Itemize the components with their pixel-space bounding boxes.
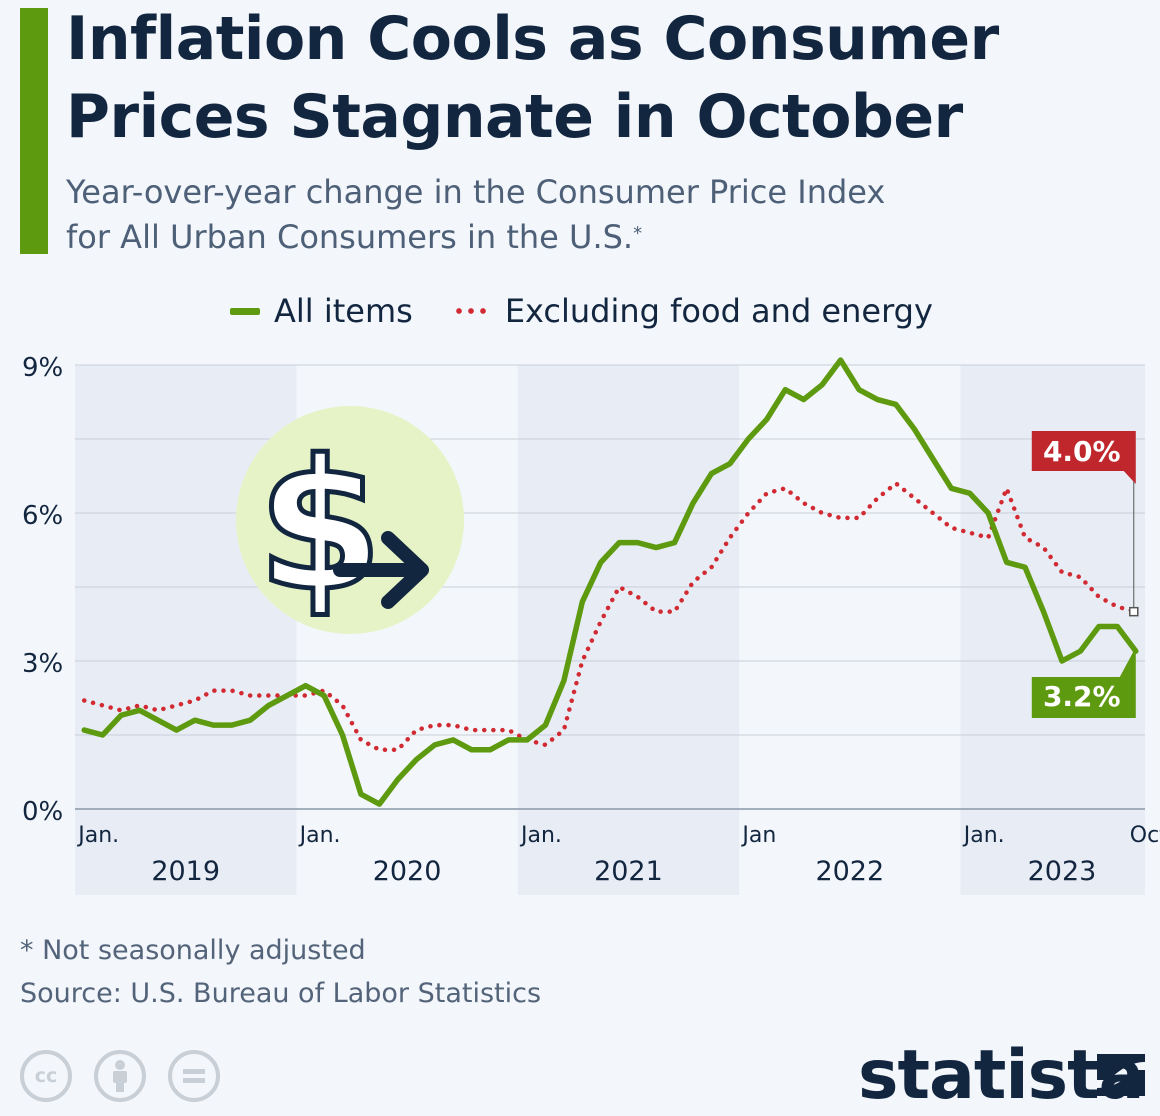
x-year-label: 2023 <box>1028 856 1097 887</box>
y-tick-label: 0% <box>22 797 63 827</box>
page-title: Inflation Cools as Consumer Prices Stagn… <box>66 0 999 156</box>
end-label-box-all-items <box>1031 647 1136 718</box>
y-tick-label: 3% <box>22 649 63 679</box>
x-year-label: 2021 <box>594 856 663 887</box>
callout-marker-core <box>1129 606 1139 617</box>
chart-legend: All items Excluding food and energy <box>230 292 933 330</box>
source-note: Source: U.S. Bureau of Labor Statistics <box>20 978 542 1009</box>
dollar-glyph: $ <box>257 422 382 631</box>
footnote: * Not seasonally adjusted <box>20 935 366 966</box>
x-year-label: 2022 <box>815 856 884 887</box>
series-line-all-items <box>81 357 1139 807</box>
arrow-right-icon <box>333 531 429 609</box>
cc-icon: cc <box>20 1050 72 1102</box>
legend-swatch-dotted <box>452 307 489 315</box>
y-tick-label: 6% <box>22 501 63 531</box>
end-label-all-items: 3.2% <box>1043 680 1121 713</box>
series-line-excluding-food-and-energy <box>81 481 1139 753</box>
legend-label-all-items: All items <box>274 292 413 330</box>
legend-swatch-solid <box>230 307 260 315</box>
x-year-label: 2020 <box>373 856 442 887</box>
title-accent-bar <box>20 8 48 254</box>
x-month-label: Jan. <box>519 823 562 848</box>
title-line-1: Inflation Cools as Consumer <box>66 4 999 74</box>
subtitle-line-1: Year-over-year change in the Consumer Pr… <box>66 173 886 211</box>
attribution-icon <box>94 1050 146 1102</box>
statista-logo-mark-icon <box>1097 1054 1145 1096</box>
x-month-label: Jan. <box>962 823 1005 848</box>
year-band-1 <box>517 365 740 895</box>
legend-item-all-items: All items <box>230 292 413 330</box>
legend-label-core: Excluding food and energy <box>504 292 933 330</box>
cpi-line-chart: 0% 3% 6% 9% Jan. Jan. Jan. Jan Jan. Oct. 2019 2020 2… <box>22 353 1160 895</box>
title-line-2: Prices Stagnate in October <box>66 82 963 152</box>
x-year-label: 2019 <box>151 856 220 887</box>
x-month-label: Oct. <box>1130 823 1160 848</box>
no-derivatives-icon <box>168 1050 220 1102</box>
dollar-arrow-icon: $ <box>236 406 464 634</box>
subtitle-footnote-mark: * <box>633 223 643 244</box>
subtitle: Year-over-year change in the Consumer Pr… <box>66 170 885 260</box>
end-label-box-core <box>1031 431 1136 484</box>
y-tick-label: 9% <box>22 353 63 383</box>
x-month-label: Jan. <box>76 823 119 848</box>
x-month-label: Jan. <box>298 823 341 848</box>
subtitle-line-2: for All Urban Consumers in the U.S. <box>66 218 634 256</box>
legend-item-core: Excluding food and energy <box>413 292 933 330</box>
statista-logo: statista <box>858 1036 1145 1115</box>
x-month-label: Jan <box>740 823 776 848</box>
end-label-core: 4.0% <box>1043 435 1121 468</box>
